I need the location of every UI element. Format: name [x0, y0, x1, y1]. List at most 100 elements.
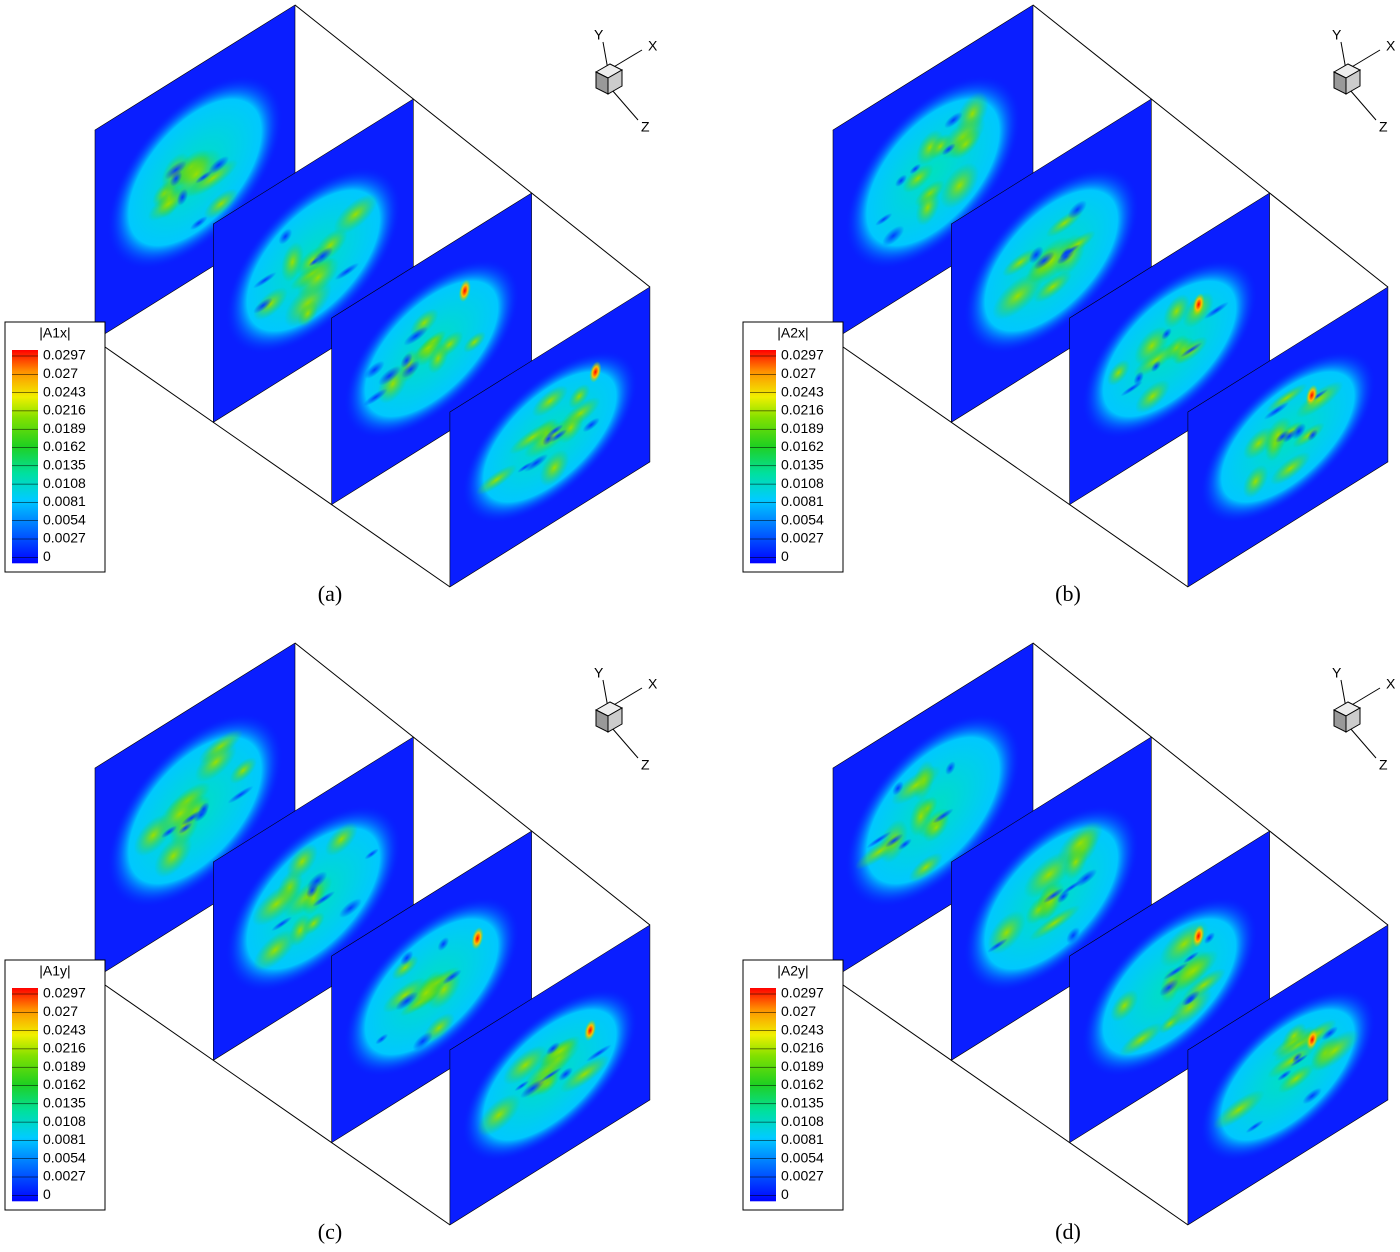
- box-edge: [1032, 4, 1389, 288]
- field-blob: [508, 420, 556, 455]
- axis-label: X: [648, 38, 658, 54]
- field-gap: [400, 352, 413, 369]
- colorbar-label: 0.0216: [43, 402, 86, 418]
- field-peak: [458, 279, 471, 303]
- colorbar-label: 0.0216: [781, 402, 824, 418]
- field-gap: [944, 112, 963, 129]
- field-gap: [909, 163, 921, 175]
- field-gap: [517, 461, 533, 473]
- field-gap: [882, 225, 905, 247]
- field-gap: [549, 429, 568, 443]
- colorbar-label: 0.0108: [781, 475, 824, 491]
- axis-line: [1349, 49, 1381, 69]
- axis-label: Y: [1332, 665, 1342, 681]
- axis-label: Z: [1379, 757, 1388, 773]
- slice: [213, 737, 414, 1061]
- slice: [1069, 831, 1270, 1143]
- slice-field: [951, 99, 1152, 423]
- field-gap: [442, 969, 462, 985]
- field-blob: [229, 757, 257, 784]
- field-gap: [895, 174, 908, 187]
- colorbar-label: 0.0189: [43, 1058, 86, 1074]
- field-gap: [1263, 402, 1290, 420]
- colorbar-label: 0.027: [43, 1003, 78, 1019]
- axis-line: [611, 49, 643, 69]
- field-blob: [286, 843, 318, 880]
- field-gap: [523, 453, 549, 472]
- field-gap: [412, 1031, 433, 1051]
- field-gap: [1033, 251, 1055, 270]
- field-gap: [1290, 1054, 1308, 1067]
- field-gap: [1302, 1087, 1322, 1105]
- field-gap: [866, 831, 892, 849]
- colorbar-label: 0.0297: [781, 985, 824, 1001]
- colorbar-label: 0.0135: [781, 457, 824, 473]
- field-gap: [892, 781, 904, 796]
- box-edge: [94, 339, 451, 588]
- box-edge: [832, 977, 1189, 1226]
- field-gap: [308, 257, 321, 267]
- colorbar-label: 0.0081: [781, 1131, 824, 1147]
- field-blob: [1295, 381, 1344, 418]
- colorbar-label: 0.0216: [43, 1040, 86, 1056]
- field-gap: [208, 155, 230, 175]
- field-blob: [923, 812, 950, 842]
- field-blob: [333, 194, 378, 235]
- field-blob: [559, 1055, 610, 1093]
- axis-label: X: [648, 676, 658, 692]
- field-blob: [1213, 1089, 1265, 1130]
- field-blob: [1270, 451, 1311, 485]
- legend-title: |A2x|: [777, 325, 808, 341]
- slice-edge: [449, 286, 651, 588]
- field-gap: [227, 785, 254, 804]
- slice: [1187, 925, 1388, 1225]
- field-gap: [1180, 342, 1203, 358]
- axis-label: X: [1386, 38, 1396, 54]
- field-blob: [568, 383, 591, 409]
- field-blob: [1134, 326, 1170, 366]
- slice-field: [331, 831, 532, 1143]
- field-gap: [195, 170, 213, 184]
- field-gap: [546, 1042, 560, 1055]
- field-blob: [203, 188, 239, 219]
- field-blob: [1002, 248, 1039, 277]
- field-blob: [477, 1094, 521, 1136]
- slice-field: [1069, 831, 1270, 1143]
- colorbar-label: 0.0135: [781, 1095, 824, 1111]
- colorbar-label: 0.0081: [43, 493, 86, 509]
- field-gap: [1028, 246, 1044, 264]
- field-gap: [1163, 962, 1189, 980]
- axis-line: [1349, 727, 1377, 759]
- field-blob: [297, 300, 318, 327]
- slice: [213, 99, 414, 423]
- cube-right: [1345, 69, 1361, 95]
- slice: [95, 5, 295, 340]
- slice: [1069, 193, 1270, 505]
- slice-field: [449, 925, 650, 1225]
- field-gap: [164, 160, 187, 180]
- axis-label: Z: [1379, 119, 1388, 135]
- axis-label: X: [1386, 676, 1396, 692]
- field-gap: [1067, 200, 1087, 219]
- axis-label: Y: [594, 665, 604, 681]
- field-gap: [378, 366, 401, 386]
- cube-right: [607, 69, 623, 95]
- colorbar-label: 0.0108: [781, 1113, 824, 1129]
- field-blob: [915, 189, 940, 226]
- colorbar-label: 0.027: [781, 1003, 816, 1019]
- field-blob: [992, 272, 1044, 320]
- colorbar-label: 0.0297: [43, 985, 86, 1001]
- axis-line: [611, 727, 639, 759]
- field-peak: [584, 1019, 597, 1042]
- colorbar-label: 0.027: [43, 365, 78, 381]
- field-gap: [1245, 1120, 1264, 1134]
- legend-title: |A1y|: [39, 963, 70, 979]
- field-blob: [1264, 416, 1292, 454]
- field-gap: [1321, 1026, 1338, 1041]
- field-gap: [1120, 381, 1143, 397]
- field-gap: [334, 262, 360, 281]
- colorbar: [750, 350, 776, 564]
- field-gap: [1282, 429, 1297, 443]
- field-gap: [400, 950, 414, 966]
